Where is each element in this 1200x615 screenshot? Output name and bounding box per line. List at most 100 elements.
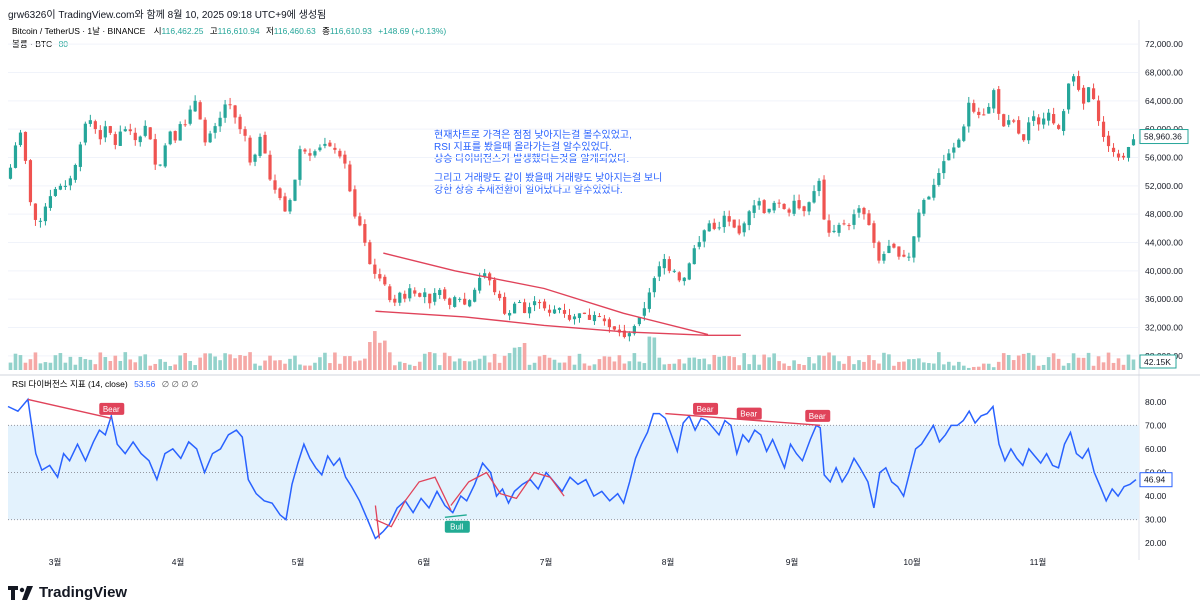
volume-bar <box>602 356 607 370</box>
volume-bar <box>642 363 647 370</box>
candle-body <box>627 333 631 337</box>
volume-bar <box>672 363 677 370</box>
candle-body <box>1111 147 1116 153</box>
volume-bar <box>452 361 457 370</box>
candle-body <box>213 126 217 133</box>
candle-body <box>582 312 587 314</box>
volume-bar <box>767 357 771 370</box>
volume-bar <box>128 359 133 370</box>
time-tick: 6월 <box>418 557 431 567</box>
candle-body <box>158 164 162 166</box>
candle-body <box>817 180 821 192</box>
candle-body <box>128 129 132 132</box>
candle-body <box>323 143 327 146</box>
candle-body <box>478 277 482 291</box>
candle-body <box>1086 87 1091 103</box>
volume-bar <box>93 364 98 370</box>
candle-body <box>443 289 447 299</box>
candle-body <box>827 220 831 233</box>
candle-body <box>747 211 751 226</box>
candle-body <box>917 212 921 238</box>
volume-bar <box>472 360 477 370</box>
volume-bar <box>942 364 946 370</box>
volume-bar <box>617 355 622 370</box>
candle-body <box>198 102 202 120</box>
volume-bar <box>562 362 567 370</box>
volume-last-tag <box>1139 354 1177 369</box>
candle-body <box>847 225 851 227</box>
candle-body <box>722 215 726 228</box>
svg-text:RSI 다이버전스 지표 (14, close) 5: RSI 다이버전스 지표 (14, close) 53.56 ∅ ∅ ∅ ∅ <box>12 379 199 389</box>
candle-body <box>283 196 287 212</box>
candle-body <box>1076 76 1081 90</box>
candle-body <box>58 185 62 190</box>
volume-bar <box>1041 364 1046 370</box>
candle-body <box>1106 135 1111 147</box>
candle-body <box>23 131 28 161</box>
candle-body <box>1017 120 1021 134</box>
candle-body <box>632 326 636 334</box>
pivot-curve <box>450 471 565 506</box>
candle-body <box>772 202 776 211</box>
candle-body <box>273 180 277 190</box>
volume-bar <box>407 364 412 370</box>
volume-bar <box>572 364 577 370</box>
volume-bar <box>28 359 33 370</box>
volume-bar <box>887 354 891 370</box>
volume-bar <box>422 353 427 370</box>
candle-body <box>552 309 557 314</box>
volume-bar <box>952 365 956 370</box>
candle-body <box>133 132 137 141</box>
volume-bar <box>971 366 976 370</box>
candle-body <box>373 264 377 274</box>
candle-body <box>203 119 207 143</box>
candle-body <box>892 243 896 248</box>
candle-body <box>802 206 806 212</box>
candle-body <box>218 117 222 127</box>
volume-last-label: 42.15K <box>1144 357 1171 367</box>
tradingview-mark-icon <box>8 585 33 600</box>
open-label: 시 <box>154 26 162 36</box>
candle-body <box>937 172 941 185</box>
volume-bar <box>961 365 966 370</box>
volume-bar <box>842 363 846 370</box>
rsi-series-line <box>7 397 1137 540</box>
candle-body <box>752 205 756 213</box>
candle-body <box>298 149 302 180</box>
candle-body <box>527 307 532 314</box>
candle-body <box>253 154 257 162</box>
volume-bar <box>103 357 108 370</box>
candle-body <box>1091 88 1096 100</box>
volume-bar <box>233 358 237 370</box>
candle-body <box>78 144 82 167</box>
rsi-zone <box>8 425 1139 520</box>
candle-body <box>318 147 322 151</box>
candle-body <box>602 318 607 322</box>
logo-text: TradingView <box>39 584 128 601</box>
volume-bar <box>1021 353 1026 370</box>
candle-body <box>383 276 387 285</box>
pivot-curve <box>374 505 381 539</box>
candle-body <box>33 203 38 220</box>
candle-body <box>228 104 232 106</box>
candle-body <box>43 206 48 222</box>
tradingview-logo[interactable]: TradingView <box>8 584 127 601</box>
chart-canvas[interactable]: Bitcoin / TetherUS · 1날 · BINANCE 시116,4… <box>0 0 1200 580</box>
volume-bar <box>98 352 103 370</box>
candle-body <box>662 258 666 269</box>
candle-body <box>223 104 227 118</box>
volume-bar <box>932 363 936 370</box>
candle-body <box>1022 134 1026 141</box>
candle-body <box>537 302 542 304</box>
candle-body <box>183 124 187 126</box>
candle-body <box>517 302 522 304</box>
candle-body <box>592 314 597 322</box>
candle-body <box>852 214 856 225</box>
rsi-band <box>8 424 1139 521</box>
bear-label: Bear <box>103 405 120 414</box>
candle-body <box>652 278 656 293</box>
volume-bar <box>148 365 153 370</box>
candle-body <box>572 316 577 320</box>
candle-body <box>453 297 457 307</box>
volume-bar <box>772 353 776 370</box>
